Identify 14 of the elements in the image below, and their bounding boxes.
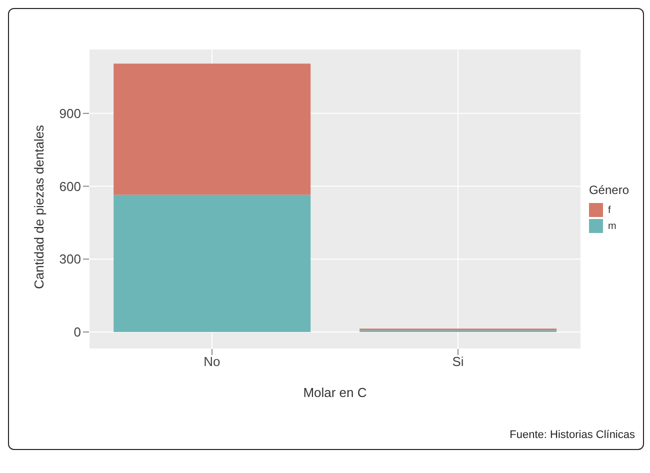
y-tick-label: 0	[74, 324, 81, 340]
x-tick-label: Si	[452, 354, 464, 370]
bar	[114, 64, 311, 195]
y-tick-label: 300	[59, 252, 81, 267]
bar	[114, 194, 311, 332]
y-axis-title: Cantidad de piezas dentales	[32, 124, 47, 289]
legend-label: f	[608, 204, 611, 216]
x-axis-title: Molar en C	[303, 385, 367, 400]
legend-title: Género	[588, 183, 629, 197]
legend-label: m	[608, 220, 616, 232]
x-tick-label: No	[204, 354, 220, 370]
y-tick-label: 600	[59, 178, 81, 194]
source-note: Fuente: Historias Clínicas	[510, 429, 635, 441]
y-tick-label: 900	[59, 106, 81, 121]
